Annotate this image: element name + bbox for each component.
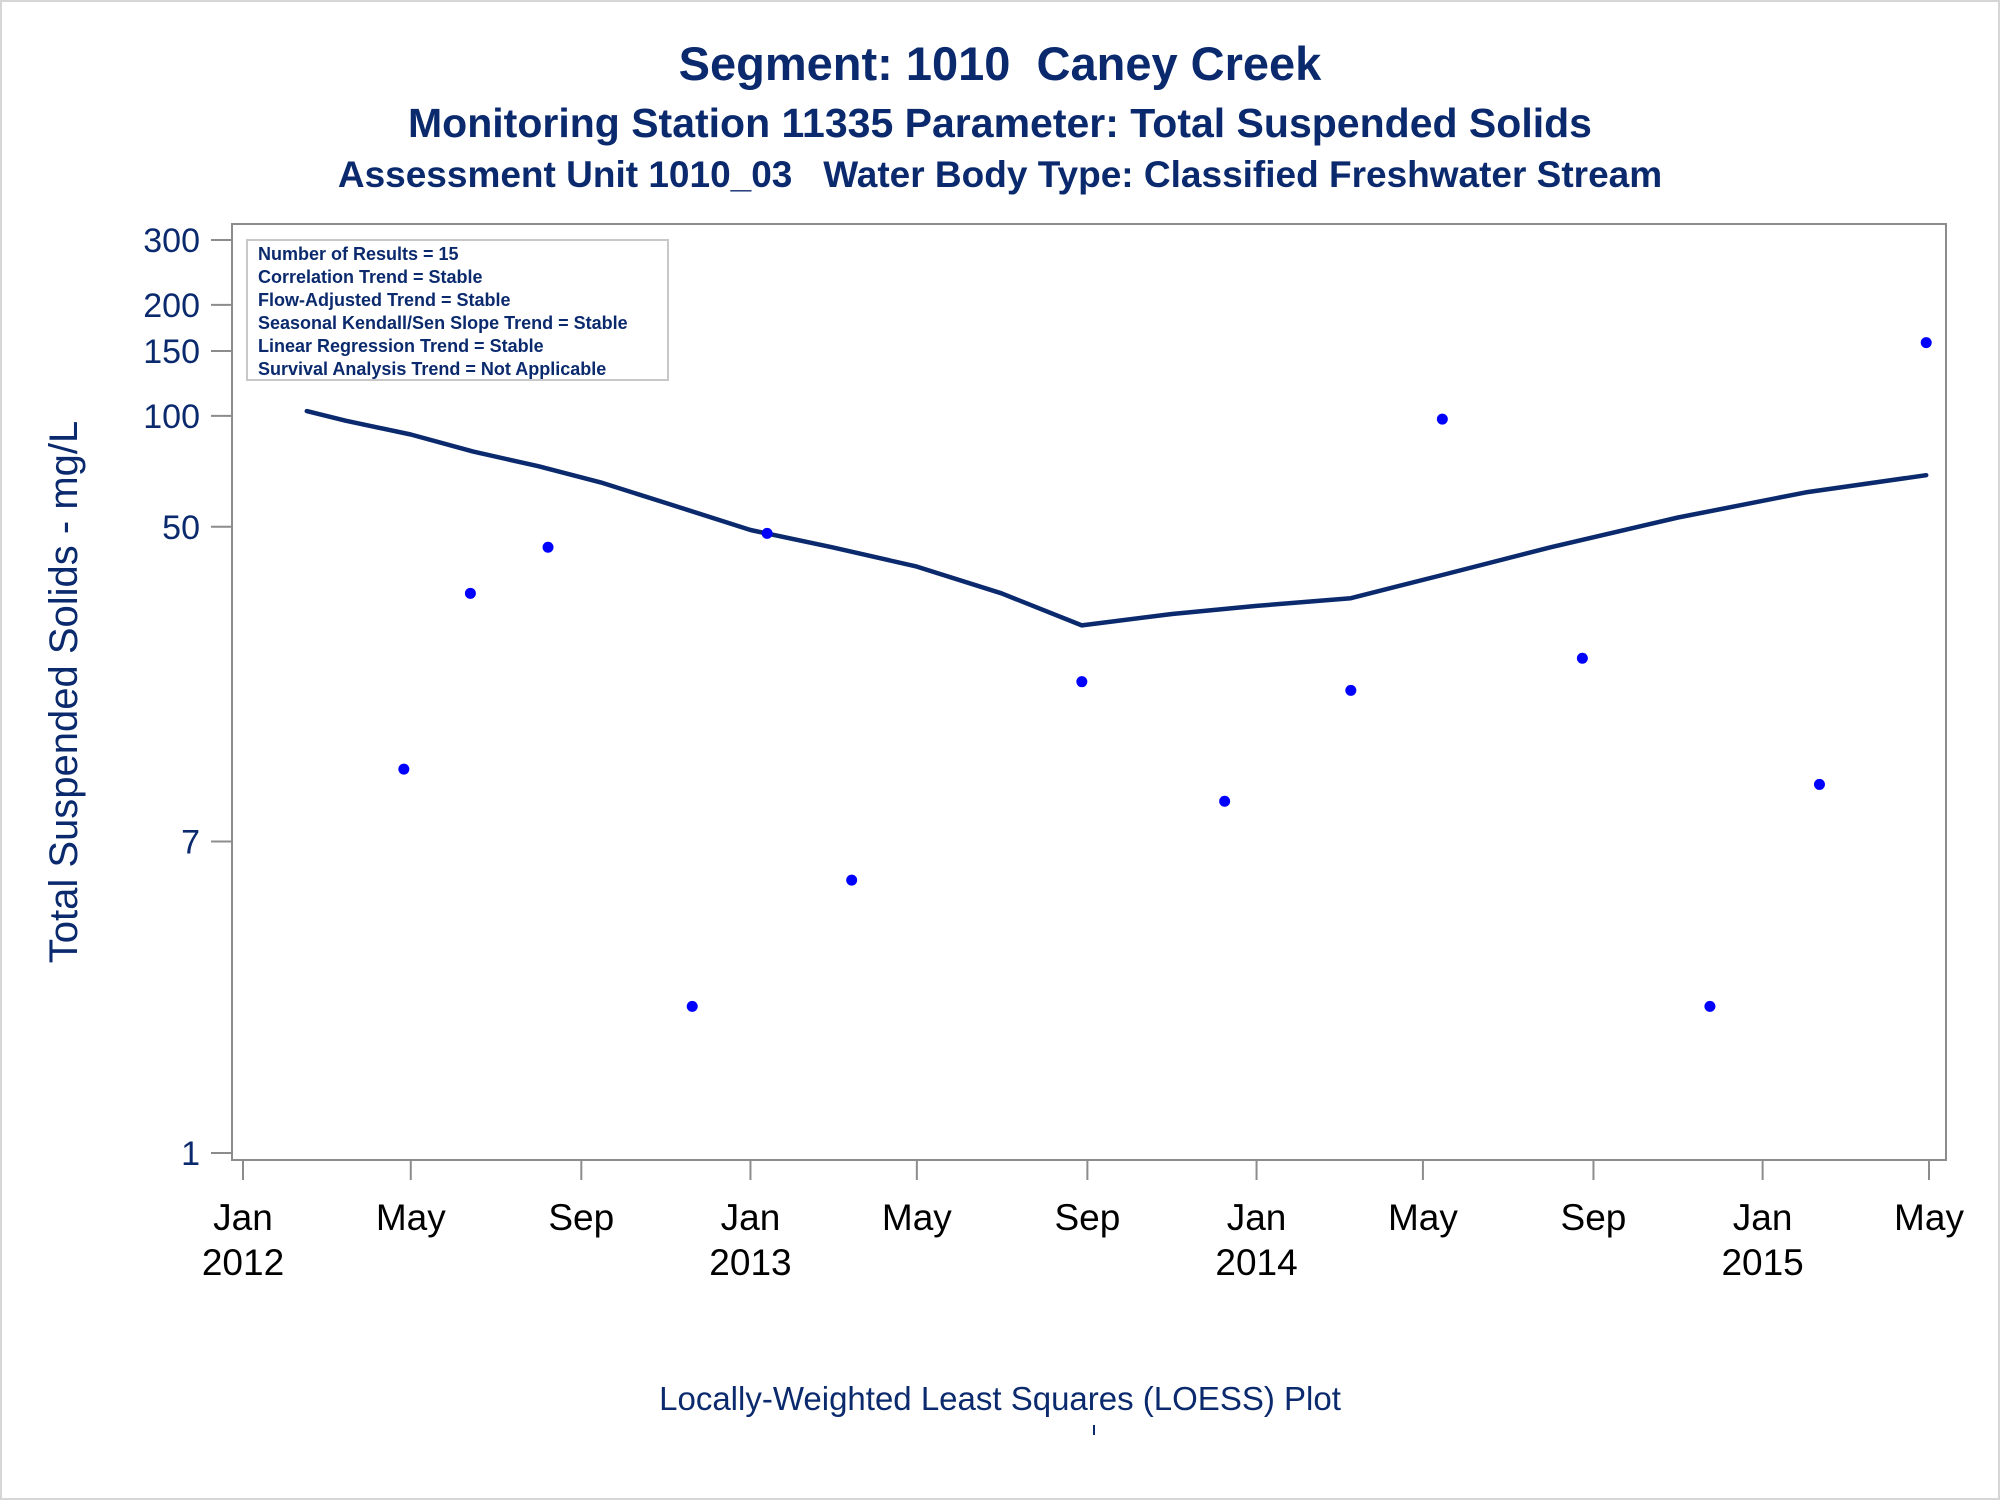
y-tick-label: 50 <box>162 509 200 547</box>
y-tick-label: 150 <box>143 333 200 371</box>
x-tick-label-month: Sep <box>1561 1197 1627 1238</box>
x-tick-label-year: 2015 <box>1721 1242 1803 1283</box>
stats-box-line: Number of Results = 15 <box>258 244 459 264</box>
x-tick-label-month: May <box>376 1197 446 1238</box>
y-axis-title: Total Suspended Solids - mg/L <box>42 421 86 964</box>
data-point <box>398 763 410 775</box>
data-point <box>1920 337 1932 349</box>
y-tick-label: 300 <box>143 222 200 260</box>
x-tick-label-month: Jan <box>1733 1197 1793 1238</box>
data-point <box>686 1000 698 1012</box>
data-point <box>1576 652 1588 664</box>
y-tick-label: 1 <box>181 1135 200 1173</box>
x-tick-label-year: 2012 <box>202 1242 284 1283</box>
stats-box-line: Linear Regression Trend = Stable <box>258 336 544 356</box>
stats-box-line: Seasonal Kendall/Sen Slope Trend = Stabl… <box>258 313 628 333</box>
chart-subtitle-assessment: Assessment Unit 1010_03 Water Body Type:… <box>337 154 1663 195</box>
data-point <box>846 874 858 886</box>
x-tick-label-month: May <box>1388 1197 1458 1238</box>
y-tick-label: 100 <box>143 398 200 436</box>
data-point <box>464 587 476 599</box>
data-point <box>1813 778 1825 790</box>
chart-subtitle-station: Monitoring Station 11335 Parameter: Tota… <box>408 100 1592 146</box>
x-tick-label-month: Jan <box>213 1197 273 1238</box>
x-tick-label-year: 2013 <box>709 1242 791 1283</box>
stats-box <box>246 239 669 381</box>
footnote: Locally-Weighted Least Squares (LOESS) P… <box>659 1380 1341 1417</box>
data-point <box>1436 413 1448 425</box>
x-tick-label-month: May <box>1894 1197 1964 1238</box>
stats-box-line: Survival Analysis Trend = Not Applicable <box>258 359 606 379</box>
footnote-mark <box>1093 1425 1095 1435</box>
x-tick-label-month: Sep <box>1054 1197 1120 1238</box>
data-point <box>542 541 554 553</box>
data-point <box>1704 1000 1716 1012</box>
data-point <box>1345 684 1357 696</box>
stats-box-line: Flow-Adjusted Trend = Stable <box>258 290 511 310</box>
x-tick-label-month: Jan <box>721 1197 781 1238</box>
data-point <box>1076 676 1088 688</box>
x-tick-label-month: May <box>882 1197 952 1238</box>
y-tick-label: 200 <box>143 287 200 325</box>
y-tick-label: 7 <box>181 824 200 862</box>
x-tick-label-month: Sep <box>548 1197 614 1238</box>
chart-title: Segment: 1010 Caney Creek <box>678 37 1322 90</box>
loess-line <box>304 408 1929 628</box>
x-tick-label-month: Jan <box>1227 1197 1287 1238</box>
data-point <box>1219 795 1231 807</box>
stats-box-line: Correlation Trend = Stable <box>258 267 483 287</box>
data-point <box>761 527 773 539</box>
x-tick-label-year: 2014 <box>1215 1242 1297 1283</box>
plot-area <box>231 223 1947 1161</box>
